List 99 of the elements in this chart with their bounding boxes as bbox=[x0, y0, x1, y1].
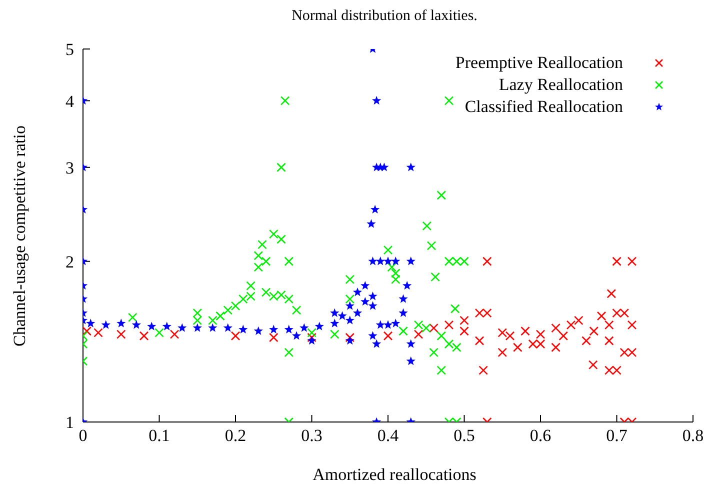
point bbox=[390, 274, 400, 284]
x-axis-title: Amortized reallocations bbox=[312, 465, 478, 484]
y-tick-label: 5 bbox=[66, 40, 74, 60]
point bbox=[128, 312, 138, 322]
point bbox=[436, 190, 446, 200]
point bbox=[627, 256, 637, 266]
x-tick-label: 0.2 bbox=[224, 426, 246, 446]
point bbox=[154, 328, 164, 338]
point bbox=[261, 256, 271, 266]
point bbox=[280, 96, 290, 106]
x-tick-label: 0.5 bbox=[454, 426, 475, 446]
point bbox=[230, 331, 240, 341]
point bbox=[452, 342, 462, 352]
point bbox=[429, 323, 438, 333]
y-tick-label: 3 bbox=[66, 158, 74, 178]
point bbox=[551, 323, 560, 333]
chart-title: Normal distribution of laxities. bbox=[290, 8, 478, 25]
point bbox=[627, 320, 637, 330]
point bbox=[258, 240, 267, 250]
legend-label: Preemptive Reallocation bbox=[455, 53, 623, 73]
point bbox=[276, 162, 286, 172]
point bbox=[429, 348, 438, 358]
point bbox=[604, 336, 614, 346]
point bbox=[192, 308, 202, 318]
x-tick-label: 0.1 bbox=[148, 426, 170, 446]
point bbox=[436, 366, 446, 375]
point bbox=[284, 348, 294, 358]
point bbox=[383, 331, 393, 341]
point bbox=[292, 306, 302, 315]
point bbox=[307, 332, 316, 342]
point bbox=[558, 331, 568, 341]
legend-label: Lazy Reallocation bbox=[498, 75, 623, 95]
point bbox=[478, 366, 488, 375]
point bbox=[588, 360, 598, 370]
point bbox=[345, 274, 355, 284]
point bbox=[284, 256, 294, 266]
point bbox=[284, 294, 294, 304]
point bbox=[460, 326, 469, 336]
point bbox=[254, 262, 264, 272]
point bbox=[612, 256, 622, 266]
x-tick-label: 0 bbox=[78, 426, 88, 446]
point bbox=[345, 294, 355, 304]
y-axis-title: Channel-usage competitive ratio bbox=[10, 126, 30, 346]
point bbox=[536, 330, 546, 339]
y-tick-label: 4 bbox=[66, 92, 74, 111]
point bbox=[512, 342, 522, 352]
x-tick-label: 0.3 bbox=[301, 426, 322, 446]
point bbox=[330, 330, 340, 339]
point bbox=[254, 250, 264, 260]
x-tick-label: 0.6 bbox=[530, 426, 552, 446]
point bbox=[450, 304, 460, 314]
point bbox=[268, 332, 278, 342]
point bbox=[223, 306, 233, 315]
point bbox=[208, 316, 218, 326]
point bbox=[387, 262, 396, 272]
x-tick-label: 0.4 bbox=[377, 426, 400, 446]
y-tick-label: 1 bbox=[66, 413, 74, 432]
point bbox=[436, 331, 446, 341]
point bbox=[383, 245, 393, 255]
point bbox=[390, 268, 400, 278]
point bbox=[83, 326, 92, 336]
point bbox=[414, 330, 424, 339]
point bbox=[444, 320, 454, 330]
point bbox=[444, 339, 454, 349]
point bbox=[116, 330, 126, 339]
point bbox=[139, 331, 149, 341]
point bbox=[422, 221, 432, 231]
x-tick-label: 0.8 bbox=[682, 426, 704, 446]
point bbox=[498, 348, 508, 358]
point bbox=[574, 316, 584, 326]
point bbox=[606, 288, 616, 298]
point bbox=[551, 342, 560, 352]
point bbox=[345, 332, 355, 342]
point bbox=[520, 326, 530, 336]
point bbox=[444, 96, 454, 106]
point bbox=[460, 316, 469, 326]
point bbox=[307, 328, 316, 338]
point bbox=[474, 336, 484, 346]
point bbox=[604, 320, 614, 330]
point bbox=[566, 320, 576, 330]
y-tick-label: 2 bbox=[66, 252, 74, 272]
point bbox=[589, 326, 599, 336]
point bbox=[268, 229, 278, 239]
point bbox=[426, 241, 436, 250]
point bbox=[170, 330, 180, 339]
point bbox=[482, 256, 492, 266]
point bbox=[430, 272, 440, 282]
point bbox=[261, 288, 271, 297]
point bbox=[398, 326, 408, 336]
point bbox=[216, 311, 225, 321]
point bbox=[192, 316, 202, 326]
legend-label: Classified Reallocation bbox=[464, 97, 623, 117]
point bbox=[230, 301, 240, 311]
point bbox=[582, 336, 591, 346]
x-tick-label: 0.7 bbox=[606, 426, 628, 446]
point bbox=[596, 311, 606, 321]
point bbox=[246, 281, 256, 290]
point bbox=[276, 234, 286, 244]
point bbox=[94, 328, 103, 338]
